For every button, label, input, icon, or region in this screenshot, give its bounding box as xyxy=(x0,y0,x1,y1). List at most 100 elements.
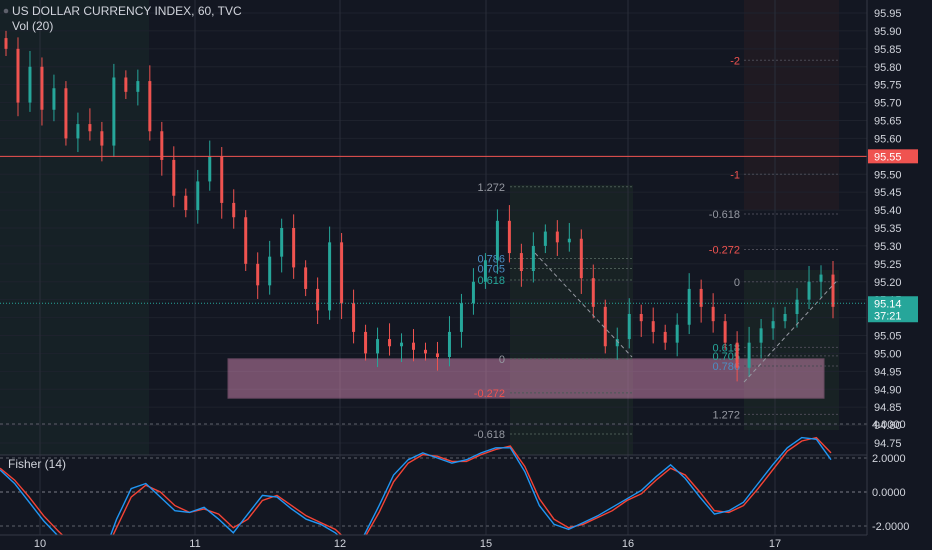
candle-body xyxy=(148,81,152,132)
fib-left-label: -0.272 xyxy=(474,388,505,400)
candle-body xyxy=(4,38,8,49)
candle-body xyxy=(603,306,607,347)
current-price-label: 95.14 xyxy=(874,298,902,310)
fisher-line xyxy=(0,436,832,550)
candle-body xyxy=(687,288,691,325)
price-axis[interactable]: 95.95 95.90 95.85 95.80 95.75 95.70 95.65 95.60… xyxy=(868,8,918,450)
fib-right-label: 1.272 xyxy=(712,409,740,421)
candle-body xyxy=(268,256,272,286)
price-tick-label: 95.80 xyxy=(874,62,902,74)
candle-body xyxy=(28,66,32,103)
price-tick-label: 94.95 xyxy=(874,366,902,378)
candle-body xyxy=(423,349,427,354)
candle-body xyxy=(316,288,320,311)
candle-body xyxy=(735,342,739,368)
indicator-tick-label: -2.0000 xyxy=(872,521,909,533)
candle-body xyxy=(136,81,140,92)
price-tick-label: 94.80 xyxy=(874,420,902,432)
candle-body xyxy=(699,288,703,307)
fib-left-label: -0.618 xyxy=(474,429,505,441)
fib-right-label: -0.272 xyxy=(709,245,740,257)
fib-right-label: -1 xyxy=(730,169,740,181)
price-tick-label: 95.40 xyxy=(874,205,902,217)
time-tick-label: 16 xyxy=(622,538,634,550)
candle-body xyxy=(16,48,20,103)
demand-zone xyxy=(227,358,825,399)
price-tick-label: 95.35 xyxy=(874,223,902,235)
price-tick-label: 94.90 xyxy=(874,384,902,396)
candle-body xyxy=(52,88,56,110)
price-tick-label: 95.75 xyxy=(874,80,902,92)
candle-body xyxy=(256,263,260,286)
candle-body xyxy=(76,124,80,139)
candle-body xyxy=(220,156,224,203)
horizontal-lines xyxy=(0,155,867,304)
indicator-tick-label: 4.0000 xyxy=(872,419,906,431)
price-tick-label: 95.45 xyxy=(874,187,902,199)
price-tick-label: 95.30 xyxy=(874,241,902,253)
candle-body xyxy=(172,159,176,196)
fib-right-label: 0.618 xyxy=(712,342,740,354)
fib-left-label: 1.272 xyxy=(477,182,505,194)
demand-zone-rect xyxy=(227,358,825,399)
candle-body xyxy=(747,342,751,368)
fib-right-label: -0.618 xyxy=(709,209,740,221)
fib-right-label: 0 xyxy=(734,277,740,289)
candle-body xyxy=(495,220,499,261)
candle-body xyxy=(819,274,823,282)
candle-body xyxy=(280,228,284,257)
chart-title[interactable]: US DOLLAR CURRENCY INDEX, 60, TVC xyxy=(12,4,242,18)
fib-right-label: 0.705 xyxy=(712,351,740,363)
candle-body xyxy=(627,314,631,340)
candle-body xyxy=(376,339,380,354)
time-tick-label: 17 xyxy=(769,538,781,550)
candle-body xyxy=(412,342,416,350)
price-tick-label: 95.25 xyxy=(874,259,902,271)
price-tick-label: 95.70 xyxy=(874,98,902,110)
trend-line-up xyxy=(743,281,837,383)
candle-body xyxy=(244,217,248,264)
candle-body xyxy=(723,321,727,343)
resistance-price-tag xyxy=(868,149,918,164)
resistance-price-label: 95.55 xyxy=(874,151,902,163)
status-dot-icon xyxy=(3,8,9,14)
candle-body xyxy=(663,331,667,343)
candle-body xyxy=(579,238,583,279)
price-tick-label: 95.85 xyxy=(874,44,902,56)
candle-body xyxy=(340,242,344,304)
price-tick-label: 95.00 xyxy=(874,348,902,360)
price-tick-label: 95.90 xyxy=(874,26,902,38)
indicator-tick-label: 2.0000 xyxy=(872,453,906,465)
fib-range-box-left xyxy=(510,185,633,455)
candle-body xyxy=(531,245,535,271)
candle-body xyxy=(831,274,835,307)
indicator-tick-label: 0.0000 xyxy=(872,487,906,499)
candle-body xyxy=(471,281,475,304)
fisher-label[interactable]: Fisher (14) xyxy=(8,457,66,471)
candle-body xyxy=(651,321,655,332)
candle-body xyxy=(304,267,308,289)
fib-left-label: 0 xyxy=(499,354,505,366)
candle-body xyxy=(783,314,787,322)
price-tick-label: 95.50 xyxy=(874,169,902,181)
candle-body xyxy=(124,77,128,92)
candle-body xyxy=(519,253,523,271)
candle-body xyxy=(459,303,463,332)
candle-body xyxy=(807,281,811,300)
candle-body xyxy=(160,131,164,160)
candle-body xyxy=(507,220,511,254)
volume-label[interactable]: Vol (20) xyxy=(12,19,53,33)
candle-body xyxy=(795,299,799,314)
price-tick-label: 95.05 xyxy=(874,331,902,343)
price-tick-label: 95.20 xyxy=(874,277,902,289)
fib-range-box-right-lower xyxy=(744,270,839,430)
candle-body xyxy=(64,88,68,139)
candle-body xyxy=(208,156,212,182)
time-tick-label: 10 xyxy=(34,538,46,550)
candle-body xyxy=(759,328,763,343)
time-axis[interactable]: 10 11 12 15 16 17 xyxy=(34,538,781,550)
candle-body xyxy=(88,124,92,132)
fib-right-label: 0.786 xyxy=(712,361,740,373)
